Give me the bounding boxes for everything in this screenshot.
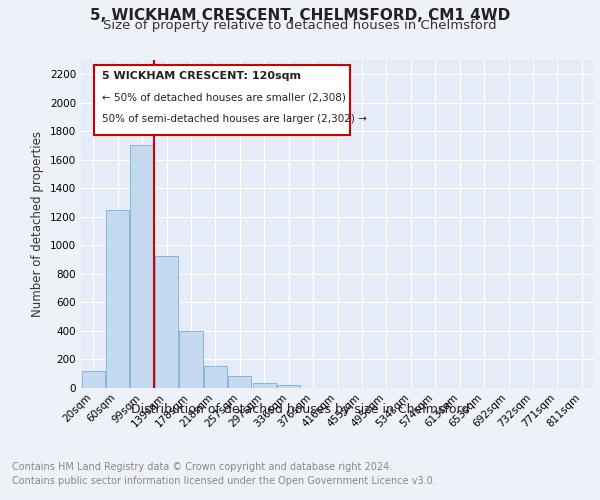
Bar [155, 256, 178, 388]
Bar [253, 382, 276, 388]
Bar [277, 384, 300, 388]
Text: Contains public sector information licensed under the Open Government Licence v3: Contains public sector information licen… [12, 476, 436, 486]
Bar [179, 330, 203, 388]
Text: Size of property relative to detached houses in Chelmsford: Size of property relative to detached ho… [103, 19, 497, 32]
Bar [204, 366, 227, 388]
Text: ← 50% of detached houses are smaller (2,308): ← 50% of detached houses are smaller (2,… [101, 93, 346, 103]
Bar [106, 210, 129, 388]
Text: Distribution of detached houses by size in Chelmsford: Distribution of detached houses by size … [131, 402, 469, 415]
Text: 5 WICKHAM CRESCENT: 120sqm: 5 WICKHAM CRESCENT: 120sqm [101, 72, 301, 82]
Text: 5, WICKHAM CRESCENT, CHELMSFORD, CM1 4WD: 5, WICKHAM CRESCENT, CHELMSFORD, CM1 4WD [90, 8, 510, 22]
Y-axis label: Number of detached properties: Number of detached properties [31, 130, 44, 317]
Text: Contains HM Land Registry data © Crown copyright and database right 2024.: Contains HM Land Registry data © Crown c… [12, 462, 392, 472]
Bar [228, 376, 251, 388]
Bar [82, 371, 105, 388]
Text: 50% of semi-detached houses are larger (2,302) →: 50% of semi-detached houses are larger (… [101, 114, 367, 124]
Bar [130, 146, 154, 388]
FancyBboxPatch shape [94, 65, 350, 136]
